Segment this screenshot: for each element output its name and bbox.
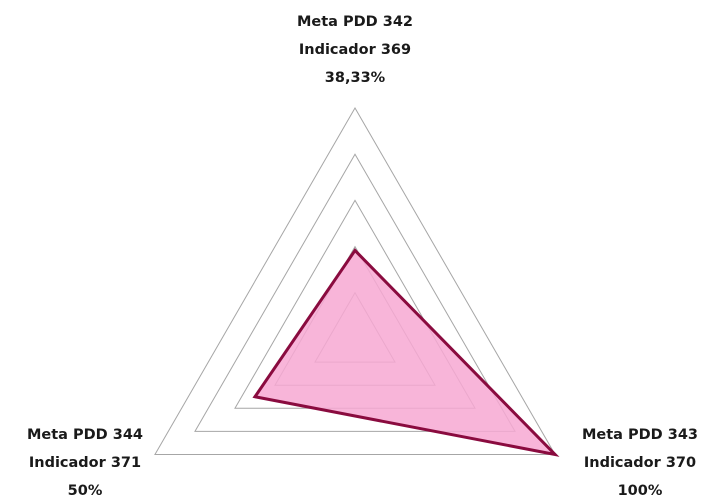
axis-label: Indicador 371 [29,455,141,471]
axis-label: Meta PDD 342 [297,14,413,30]
value-label: 38,33% [325,70,386,86]
value-label: 100% [618,483,663,495]
axis-label: Indicador 369 [299,42,411,58]
value-label: 50% [68,483,103,495]
axis-label: Indicador 370 [584,455,696,471]
data-area [252,248,560,457]
grid-ring [194,153,516,432]
axis-label: Meta PDD 343 [582,427,698,443]
axis-label: Meta PDD 344 [27,427,143,443]
grid-ring [154,107,556,455]
